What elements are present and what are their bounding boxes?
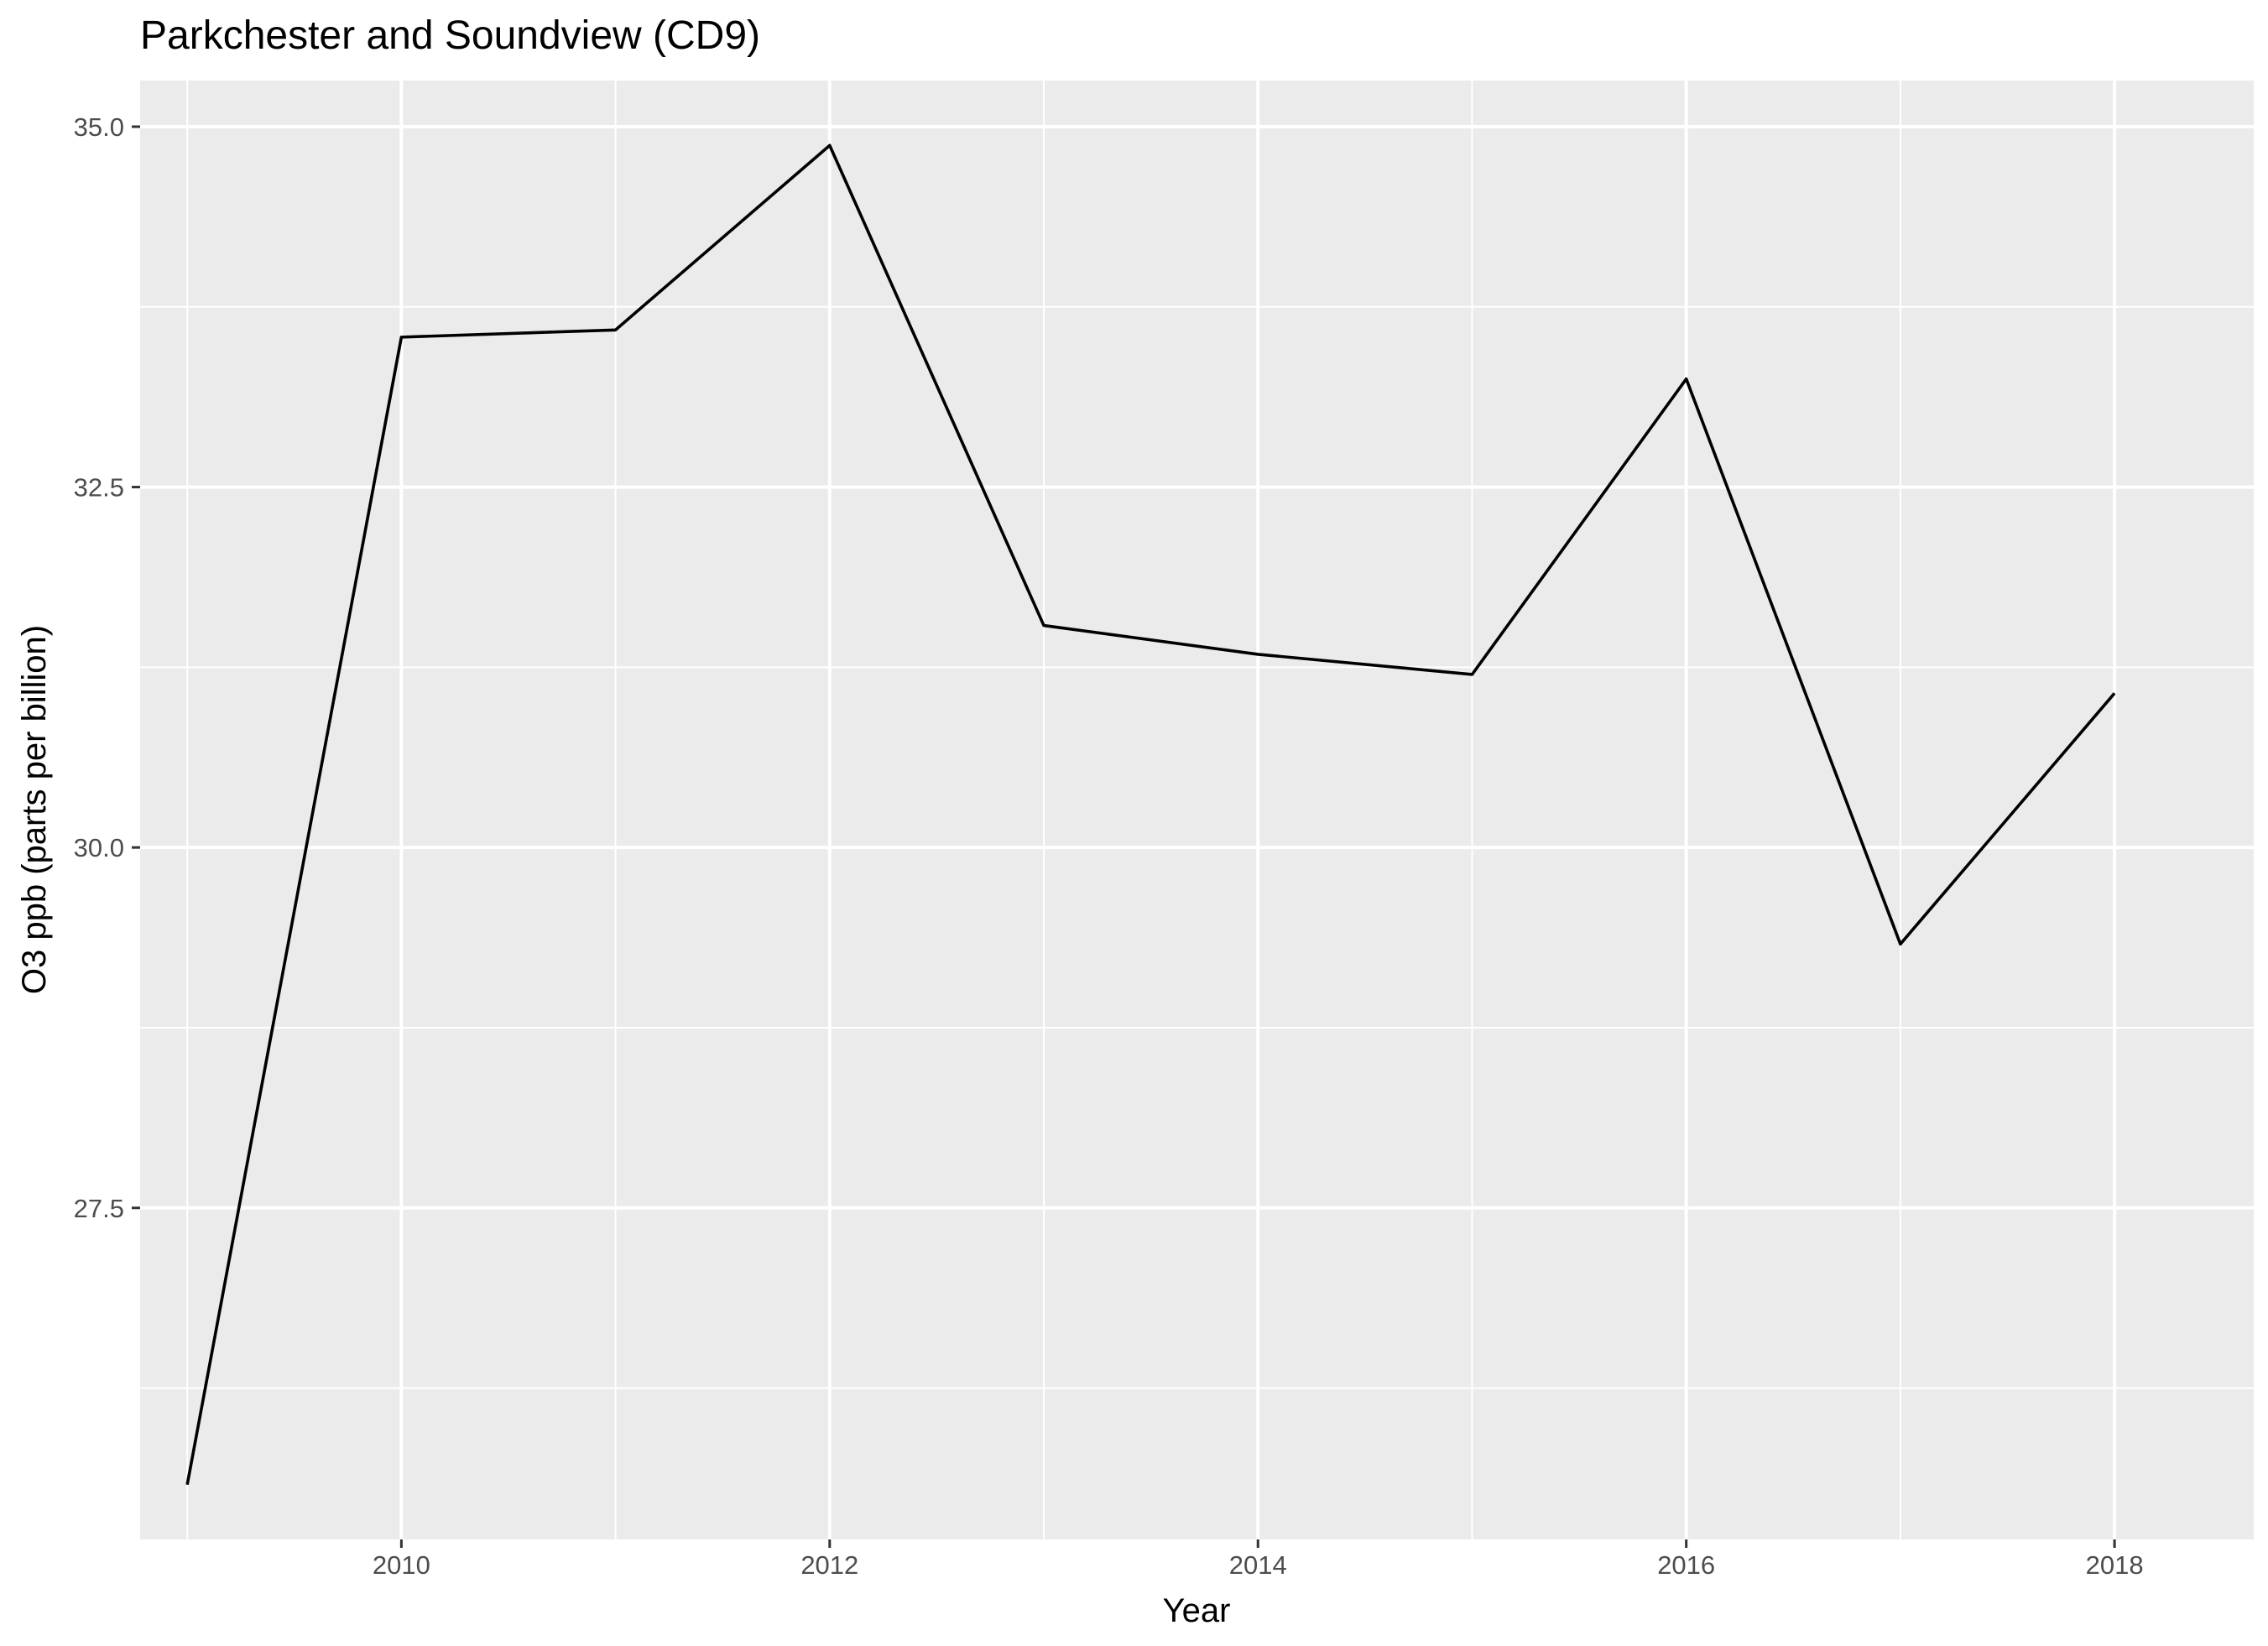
- x-tick-label: 2018: [2086, 1550, 2144, 1580]
- x-axis: 2010 2012 2014 2016 2018: [373, 1539, 2144, 1580]
- major-gridlines: [140, 81, 2254, 1539]
- y-tick-label: 27.5: [74, 1194, 124, 1223]
- y-tick-label: 35.0: [74, 112, 124, 142]
- y-axis: 27.5 30.0 32.5 35.0: [74, 112, 140, 1223]
- chart-title: Parkchester and Soundview (CD9): [140, 13, 760, 58]
- plot-panel: [140, 81, 2254, 1539]
- x-tick-label: 2014: [1229, 1550, 1287, 1580]
- y-tick-label: 30.0: [74, 833, 124, 862]
- minor-gridlines: [140, 81, 2254, 1539]
- x-axis-title: Year: [1163, 1592, 1231, 1629]
- series-layer: [185, 143, 2116, 1486]
- x-tick-label: 2010: [373, 1550, 430, 1580]
- y-axis-title: O3 ppb (parts per billion): [16, 625, 53, 994]
- y-tick-label: 32.5: [74, 473, 124, 503]
- x-tick-label: 2016: [1657, 1550, 1715, 1580]
- series-line-0: [185, 143, 2116, 1486]
- x-tick-label: 2012: [800, 1550, 858, 1580]
